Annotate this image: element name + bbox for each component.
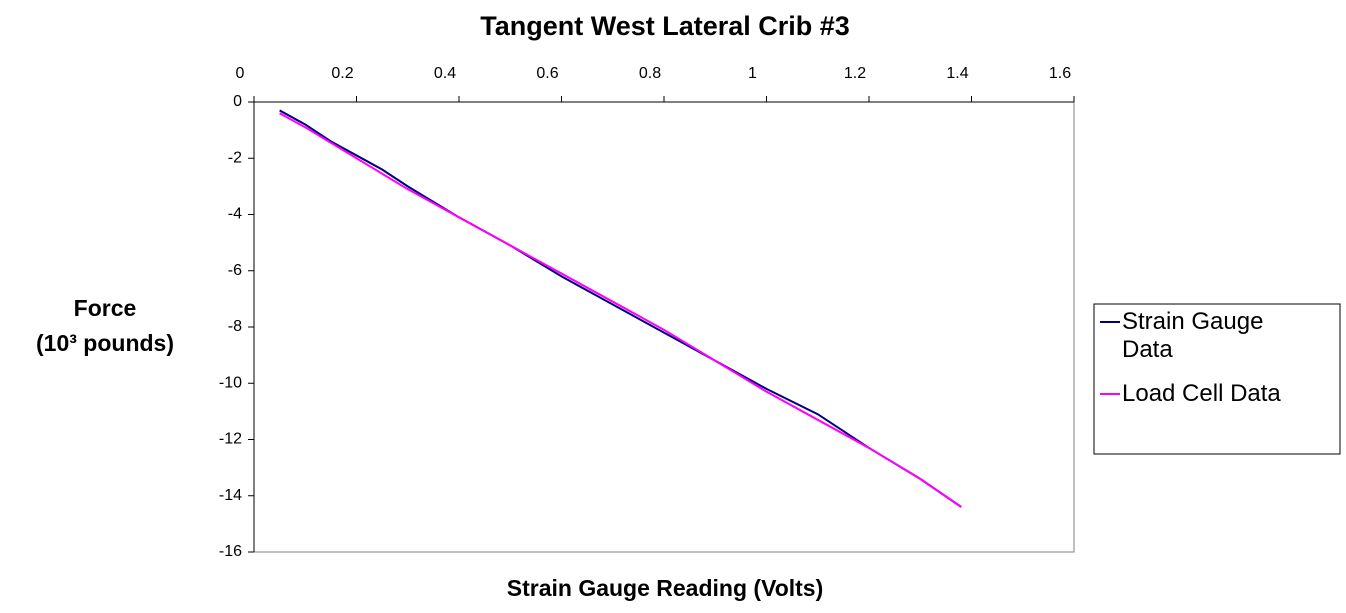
legend <box>1093 303 1341 455</box>
x-tick-label: 0.2 <box>331 65 353 82</box>
series-line <box>279 112 962 508</box>
y-tick-label: 0 <box>233 93 242 110</box>
y-tick-label: -16 <box>219 543 242 560</box>
y-tick-label: -6 <box>228 262 242 279</box>
x-tick-label: 0.8 <box>639 65 661 82</box>
y-tick-label: -8 <box>228 318 242 335</box>
x-tick-label: 0.4 <box>434 65 456 82</box>
series-line <box>279 109 962 508</box>
x-tick-label: 0 <box>236 65 245 82</box>
y-tick-label: -10 <box>219 374 242 391</box>
x-axis-label: Strain Gauge Reading (Volts) <box>507 575 824 601</box>
chart-title: Tangent West Lateral Crib #3 <box>480 11 850 41</box>
y-axis-label: Force <box>74 295 137 321</box>
y-tick-label: -14 <box>219 487 242 504</box>
x-tick-label: 1 <box>748 65 757 82</box>
x-tick-label: 1.6 <box>1049 65 1071 82</box>
y-tick-label: -4 <box>228 206 242 223</box>
legend-label: Strain Gauge Data <box>1122 308 1264 363</box>
x-tick-label: 1.4 <box>946 65 968 82</box>
y-axis-label: (10³ pounds) <box>36 330 174 356</box>
y-tick-label: -12 <box>219 431 242 448</box>
legend-entry: Strain Gauge Data <box>1122 308 1264 363</box>
x-tick-label: 0.6 <box>536 65 558 82</box>
x-tick-label: 1.2 <box>844 65 866 82</box>
legend-label: Load Cell Data <box>1122 380 1281 407</box>
y-tick-label: -2 <box>228 149 242 166</box>
legend-entry: Load Cell Data <box>1122 380 1281 407</box>
